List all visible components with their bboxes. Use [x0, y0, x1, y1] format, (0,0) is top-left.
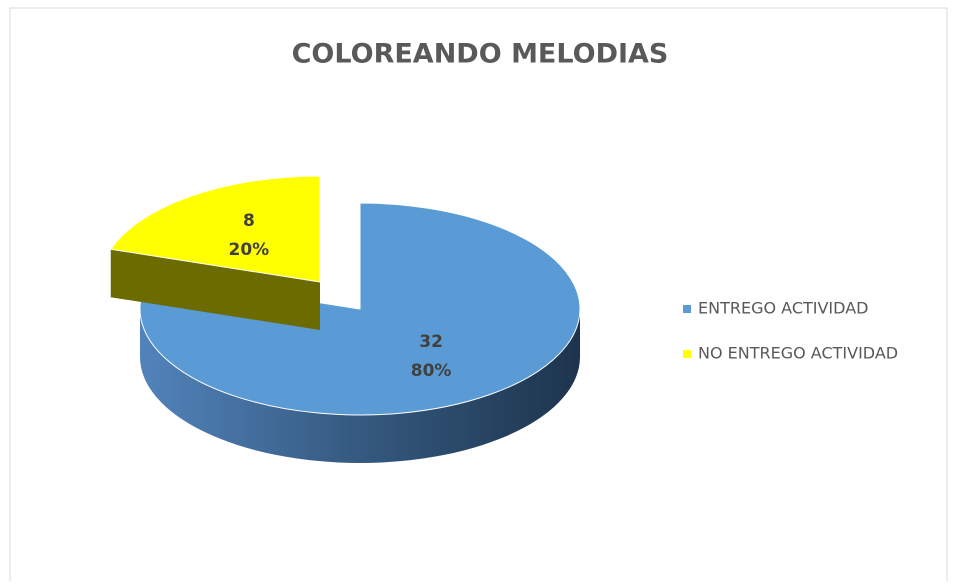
- percent-label: 80%: [411, 361, 452, 381]
- chart-title: COLOREANDO MELODIAS: [292, 39, 669, 70]
- legend-label: ENTREGO ACTIVIDAD: [698, 299, 868, 318]
- data-label: 32: [419, 332, 443, 352]
- legend-swatch: [683, 350, 691, 358]
- slice-side: [140, 309, 580, 463]
- legend-label: NO ENTREGO ACTIVIDAD: [698, 344, 898, 363]
- legend-swatch: [683, 305, 691, 313]
- percent-label: 20%: [229, 240, 270, 260]
- slice: [109, 175, 321, 283]
- slice-cut: [110, 249, 320, 330]
- slice: [139, 202, 581, 416]
- data-label: 8: [243, 211, 255, 231]
